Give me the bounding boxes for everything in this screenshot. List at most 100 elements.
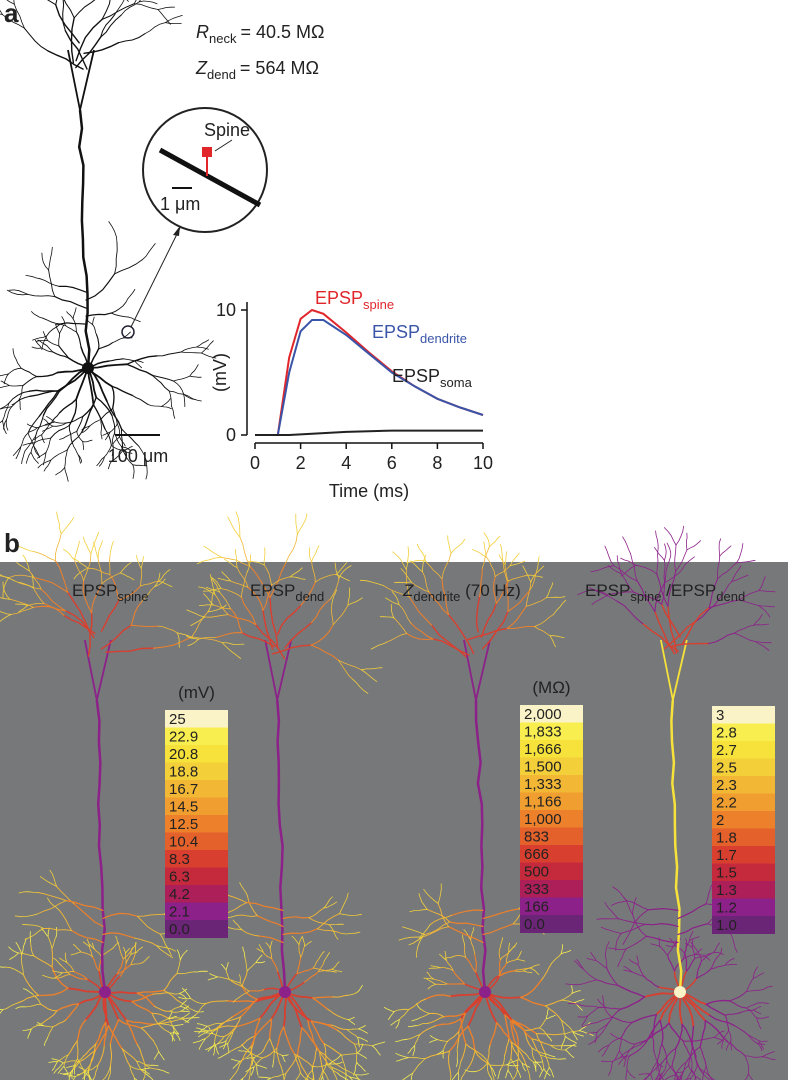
neurite xyxy=(664,1074,676,1080)
title-part: spine xyxy=(117,589,148,604)
neurite xyxy=(535,1033,562,1036)
neurite xyxy=(683,953,696,959)
colorbar-cell xyxy=(165,797,228,816)
neurite xyxy=(661,575,667,605)
neurite xyxy=(334,562,340,579)
panel-title: EPSPspine /EPSPdend xyxy=(585,581,745,604)
neurite xyxy=(480,602,497,638)
neurite xyxy=(476,1062,488,1072)
neurite xyxy=(64,30,88,70)
neurite xyxy=(560,944,563,955)
neurite xyxy=(522,565,532,583)
neurite xyxy=(64,324,77,333)
neurite xyxy=(157,6,176,10)
colorbar-label: 1.8 xyxy=(716,830,737,847)
neurite xyxy=(296,1027,303,1056)
neurite xyxy=(601,1045,610,1057)
neurite xyxy=(141,243,156,261)
neurite xyxy=(228,978,243,988)
neurite xyxy=(310,1020,338,1031)
neurite xyxy=(60,964,71,975)
colorbar-cell xyxy=(520,862,583,881)
neurite xyxy=(308,547,312,562)
neurite xyxy=(674,544,677,572)
neurite xyxy=(738,590,760,601)
neurite xyxy=(187,395,202,402)
neurite xyxy=(111,444,124,451)
neurite xyxy=(328,1054,342,1065)
neurite xyxy=(158,1051,165,1061)
title-part: Z xyxy=(402,581,414,600)
neurite xyxy=(437,883,442,904)
neurite xyxy=(72,558,89,569)
neurite xyxy=(506,1059,519,1066)
neurite xyxy=(682,1039,701,1042)
neurite xyxy=(12,348,16,358)
neurite xyxy=(447,535,452,554)
neurite xyxy=(96,456,105,466)
neurite xyxy=(24,435,36,452)
neurite xyxy=(713,1037,725,1042)
neurite xyxy=(650,1022,670,1038)
neurite xyxy=(549,635,565,638)
neurite xyxy=(52,351,70,359)
neurite xyxy=(758,1040,768,1042)
neurite xyxy=(106,400,123,430)
neurite xyxy=(30,941,35,957)
neurite xyxy=(74,1055,84,1066)
colorbar-cell xyxy=(165,902,228,921)
neurite xyxy=(590,565,615,572)
neurite xyxy=(119,562,132,574)
neurite xyxy=(119,572,135,581)
neurite xyxy=(161,398,171,407)
neurite xyxy=(129,1065,142,1071)
neurite xyxy=(298,944,302,958)
neurite xyxy=(53,957,62,966)
neurite xyxy=(481,1054,492,1068)
neurite xyxy=(51,936,57,949)
neurite xyxy=(181,1012,190,1019)
neurite xyxy=(632,913,647,937)
neurite xyxy=(540,1054,555,1060)
neurite xyxy=(505,1069,509,1079)
neurite xyxy=(16,562,30,572)
neurite xyxy=(470,938,476,955)
neurite xyxy=(314,574,337,583)
neurite xyxy=(603,1005,613,1018)
neurite xyxy=(77,454,81,464)
neurite xyxy=(141,1069,150,1075)
neurite xyxy=(273,1051,283,1056)
neurite xyxy=(608,947,627,951)
neurite xyxy=(81,404,95,433)
neurite xyxy=(204,614,229,618)
neurite xyxy=(140,568,143,587)
neurite xyxy=(636,580,656,613)
neurite xyxy=(5,419,9,431)
neurite xyxy=(474,1050,491,1066)
neurite xyxy=(626,900,649,911)
neurite xyxy=(30,451,39,464)
neurite xyxy=(271,576,291,586)
neurite xyxy=(15,603,29,606)
neurite xyxy=(263,564,272,586)
neurite xyxy=(235,548,238,568)
neurite xyxy=(101,0,111,20)
neurite xyxy=(95,396,113,417)
neurite xyxy=(70,951,82,956)
neurite xyxy=(525,1064,531,1080)
neurite xyxy=(572,1030,578,1041)
neurite xyxy=(682,1040,692,1057)
neurite xyxy=(163,989,182,1004)
neurite xyxy=(392,551,407,570)
neurite xyxy=(356,1062,366,1072)
neurite xyxy=(411,1017,421,1022)
neurite xyxy=(686,1069,693,1079)
neurite xyxy=(140,1023,159,1029)
neurite xyxy=(273,1051,275,1062)
neurite xyxy=(596,1023,608,1033)
neurite xyxy=(205,1045,216,1051)
neurite xyxy=(136,1044,146,1065)
apical-trunk xyxy=(79,49,95,111)
neurite xyxy=(467,991,486,1028)
neurite xyxy=(35,371,59,378)
